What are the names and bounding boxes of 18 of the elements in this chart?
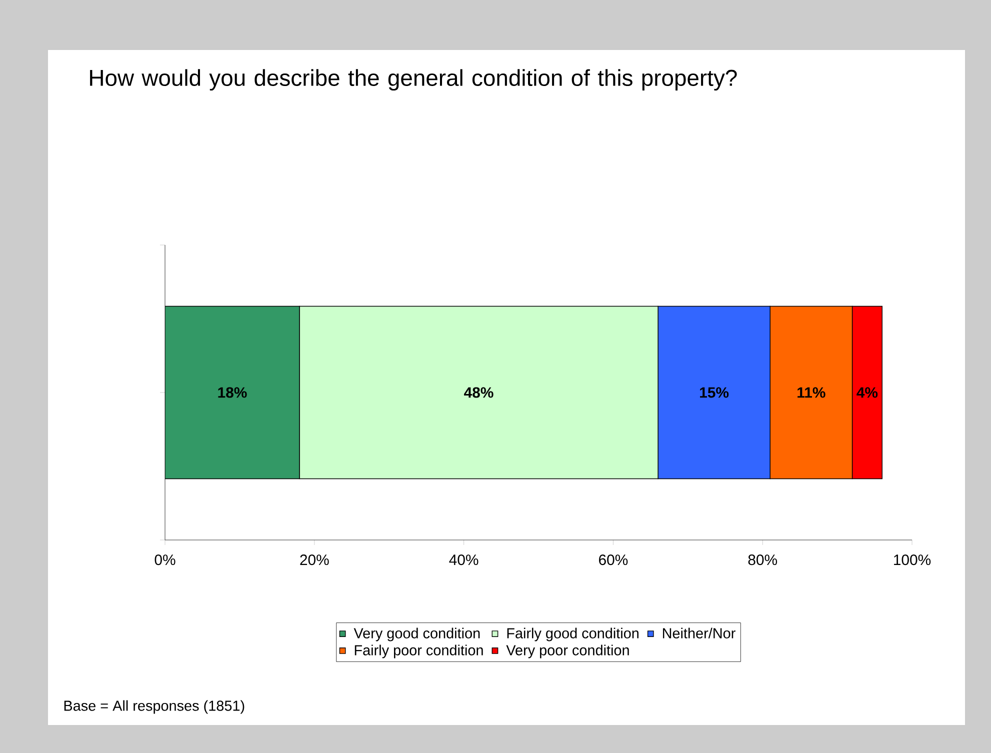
x-tick-label: 0% xyxy=(154,554,176,566)
legend-label: Fairly good condition xyxy=(507,628,638,642)
legend-label: Very poor condition xyxy=(506,644,629,658)
data-label: 11% xyxy=(798,387,826,398)
data-label: 4% xyxy=(856,387,878,398)
legend-label: Very good condition xyxy=(354,628,480,642)
data-label: 18% xyxy=(218,387,247,398)
x-tick-label: 100% xyxy=(894,554,931,566)
x-tick-label: 40% xyxy=(449,554,478,566)
legend-label: Neither/Nor xyxy=(662,628,736,638)
x-tick-label: 20% xyxy=(300,554,329,566)
x-tick-label: 80% xyxy=(748,554,778,566)
text: Base = All responses (1851) xyxy=(64,700,244,714)
chart-title: How would you describe the general condition of this property? xyxy=(90,69,737,91)
x-tick-label: 60% xyxy=(599,554,628,566)
legend-label: Fairly poor condition xyxy=(354,644,483,658)
data-label: 15% xyxy=(700,387,729,398)
data-label: 48% xyxy=(464,387,494,398)
